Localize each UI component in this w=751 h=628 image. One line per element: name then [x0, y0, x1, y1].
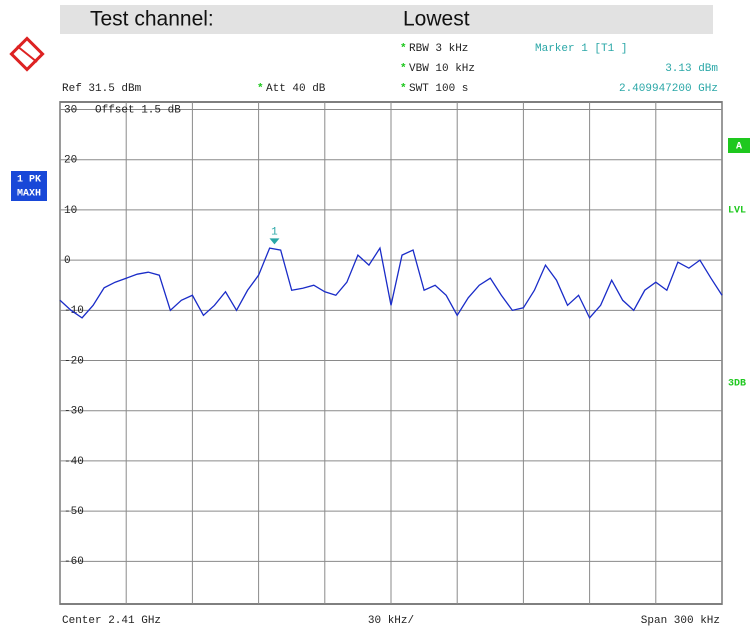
- y-tick-label: 0: [64, 255, 71, 267]
- footer-center: Center 2.41 GHz: [62, 615, 161, 627]
- header-label: Test channel:: [90, 8, 214, 31]
- trace-box: [11, 171, 47, 201]
- logo: [9, 36, 45, 72]
- y-tick-label: -40: [64, 456, 84, 468]
- star: *: [257, 83, 264, 95]
- y-tick-label: -50: [64, 506, 84, 518]
- offset-label: Offset 1.5 dB: [95, 104, 181, 116]
- header-channel: Lowest: [403, 8, 470, 31]
- swt: SWT 100 s: [409, 83, 468, 95]
- star: *: [400, 63, 407, 75]
- y-tick-label: -60: [64, 556, 84, 568]
- marker-freq: 2.409947200 GHz: [619, 83, 718, 95]
- footer-span: Span 300 kHz: [641, 615, 720, 627]
- att: Att 40 dB: [266, 83, 326, 95]
- trace: [59, 246, 723, 320]
- trace-label: 1 PK: [17, 175, 41, 186]
- lvl: LVL: [728, 206, 746, 217]
- vbw: VBW 10 kHz: [409, 63, 475, 75]
- db3: 3DB: [728, 379, 746, 390]
- y-tick-label: 20: [64, 155, 77, 167]
- y-tick-label: 10: [64, 205, 77, 217]
- y-tick-label: 30: [64, 104, 77, 116]
- a-box: [728, 138, 750, 153]
- marker-label: 1: [271, 226, 278, 238]
- ref: Ref 31.5 dBm: [62, 83, 142, 95]
- rbw: RBW 3 kHz: [409, 43, 468, 55]
- marker-header: Marker 1 [T1 ]: [535, 43, 627, 55]
- y-tick-label: -20: [64, 355, 84, 367]
- a-label: A: [736, 142, 742, 153]
- header-band: [60, 5, 713, 34]
- marker: [269, 238, 280, 245]
- footer-div: 30 kHz/: [368, 615, 414, 627]
- star: *: [400, 43, 407, 55]
- star: *: [400, 83, 407, 95]
- trace-label: MAXH: [17, 189, 41, 200]
- marker-value: 3.13 dBm: [665, 63, 718, 75]
- y-tick-label: -30: [64, 406, 84, 418]
